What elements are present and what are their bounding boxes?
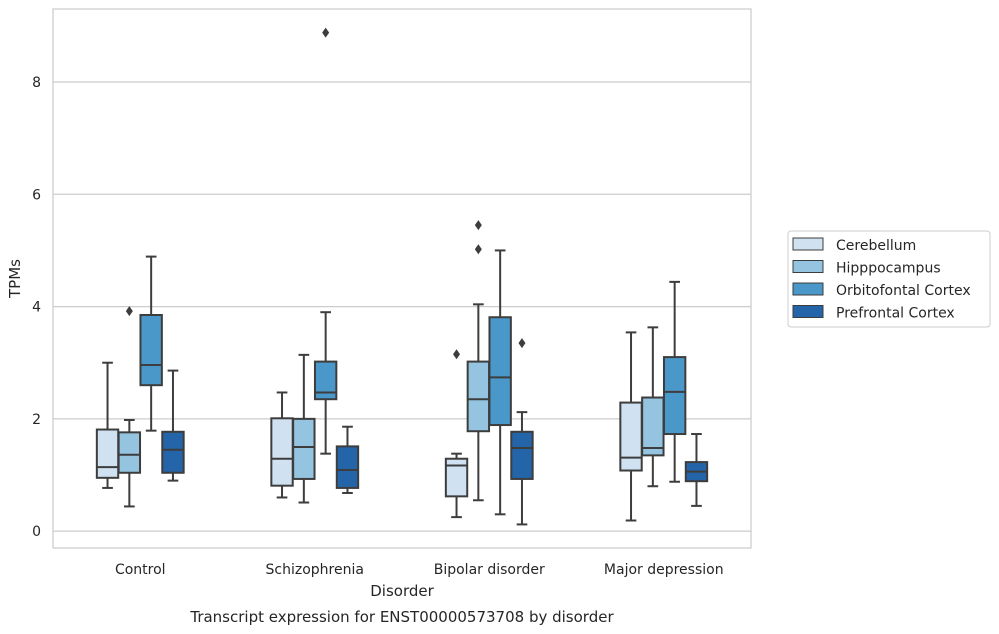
y-tick-label: 6 [32, 187, 41, 203]
box-0-3 [161, 369, 185, 482]
legend-swatch [792, 305, 824, 318]
box-2-0 [444, 349, 469, 519]
legend-swatch [792, 282, 824, 296]
box-iqr [641, 396, 665, 457]
box-iqr [619, 401, 643, 472]
x-tick-label: Bipolar disorder [434, 562, 545, 578]
box-iqr [95, 428, 120, 479]
box-iqr [488, 316, 512, 427]
box-2-2 [488, 249, 512, 516]
box-3-2 [662, 280, 687, 483]
x-axis-title: Disorder [370, 582, 434, 600]
box-iqr [662, 356, 687, 436]
box-1-3 [335, 425, 360, 494]
box-3-0 [619, 331, 643, 522]
box-iqr [161, 430, 185, 474]
y-tick-label: 8 [32, 75, 41, 91]
legend-label: Cerebellum [836, 238, 916, 254]
box-iqr [444, 457, 469, 498]
legend-frame [787, 230, 991, 328]
legend-label: Prefrontal Cortex [836, 306, 955, 322]
y-tick-label: 0 [32, 524, 41, 540]
box-2-1 [466, 220, 491, 502]
box-0-2 [139, 255, 163, 432]
box-iqr [466, 360, 491, 433]
box-iqr [270, 417, 294, 487]
box-iqr [313, 360, 338, 401]
box-0-0 [95, 361, 120, 489]
legend: Cerebellum Hipppocampus Orbitofontal Corte… [787, 230, 991, 328]
figure-caption: Transcript expression for ENST0000057370… [189, 608, 614, 626]
x-tick-label: Control [115, 562, 166, 578]
y-axis-ticks: 0 2 4 6 8 [32, 75, 41, 540]
box-iqr [292, 417, 316, 480]
box-iqr [510, 430, 534, 480]
outlier-point [453, 349, 461, 360]
outlier-point [474, 244, 482, 255]
box-0-1 [117, 306, 142, 508]
outlier-point [125, 306, 133, 317]
y-tick-label: 2 [32, 412, 41, 428]
box-iqr [139, 313, 163, 387]
x-tick-label: Schizophrenia [266, 562, 364, 578]
box-1-1 [292, 353, 316, 504]
box-3-3 [684, 433, 709, 507]
box-iqr [335, 445, 360, 489]
gridlines [53, 81, 751, 532]
box-1-2 [313, 27, 338, 455]
x-axis-ticks: Control Schizophrenia Bipolar disorder Majo… [115, 562, 724, 578]
plot-frame [52, 8, 752, 549]
legend-swatch [792, 260, 824, 273]
legend-swatch [792, 237, 824, 251]
box-2-3 [510, 338, 534, 526]
outlier-point [474, 220, 482, 231]
box-3-1 [641, 326, 665, 488]
y-tick-label: 4 [32, 300, 41, 316]
outlier-point [518, 338, 526, 349]
legend-label: Orbitofontal Cortex [836, 283, 971, 299]
box-1-0 [270, 391, 294, 499]
legend-label: Hipppocampus [836, 261, 941, 277]
outlier-point [322, 27, 330, 38]
y-axis-title: TPMs [6, 259, 24, 299]
box-plot-series [95, 27, 709, 526]
x-tick-label: Major depression [604, 562, 724, 578]
box-iqr [117, 431, 142, 474]
